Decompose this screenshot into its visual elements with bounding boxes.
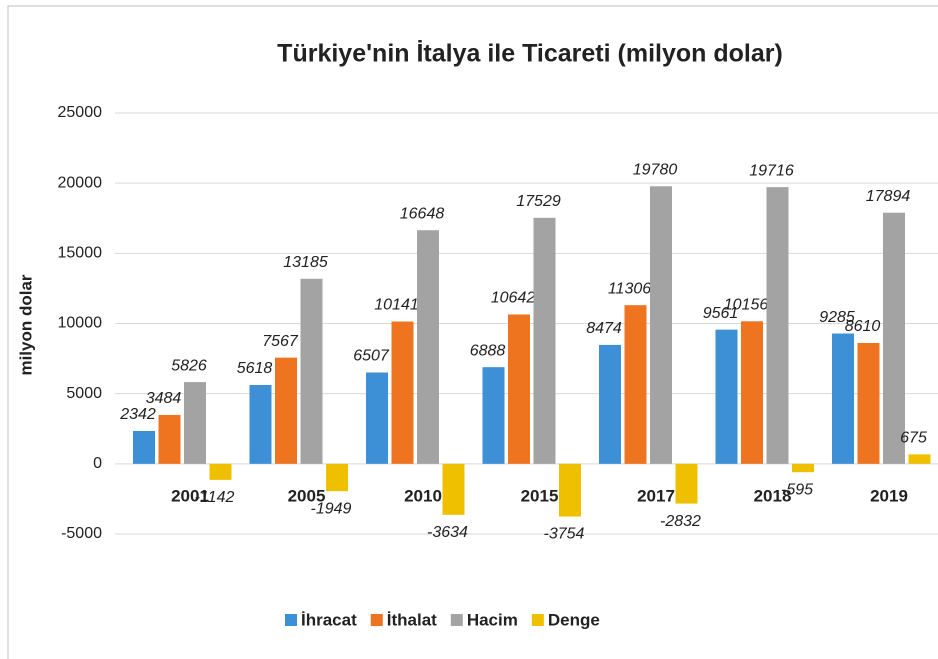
bar	[482, 367, 505, 464]
value-label: -1142	[195, 489, 235, 506]
value-label: 6888	[470, 342, 506, 359]
bar	[249, 384, 272, 464]
bar	[366, 372, 388, 464]
value-label: 16648	[400, 205, 445, 222]
value-label: 675	[900, 430, 927, 447]
legend-label: İthalat	[387, 610, 437, 629]
value-label: 2342	[119, 406, 156, 423]
legend-label: Denge	[548, 610, 600, 629]
legend-swatch	[370, 614, 383, 626]
bar	[766, 187, 789, 464]
value-label: -2832	[660, 513, 701, 530]
x-tick-label: 2015	[521, 486, 559, 505]
value-label: 6507	[353, 348, 390, 365]
legend-label: Hacim	[467, 610, 518, 629]
bar	[158, 414, 181, 464]
x-tick-label: 2017	[637, 486, 675, 505]
bar	[184, 382, 206, 464]
bar	[832, 333, 854, 464]
value-label: 17529	[516, 193, 561, 210]
bar	[624, 305, 647, 464]
value-label: 5826	[171, 357, 207, 374]
bar	[417, 230, 439, 464]
value-label: 19716	[749, 162, 794, 179]
bar	[675, 463, 698, 504]
value-label: -1949	[311, 500, 352, 517]
bar	[533, 217, 556, 464]
y-tick-label: -5000	[61, 525, 102, 542]
bar	[275, 357, 297, 464]
value-label: -3754	[544, 526, 585, 543]
value-label: 10156	[724, 297, 769, 314]
bar	[326, 463, 348, 492]
bar	[908, 454, 931, 464]
value-label: 10141	[374, 297, 419, 314]
value-label: 7567	[262, 333, 299, 350]
chart-title: Türkiye'nin İtalya ile Ticareti (milyon …	[277, 40, 783, 68]
x-tick-label: 2005	[288, 486, 326, 505]
value-label: 11306	[608, 280, 651, 297]
y-axis-label: milyon dolar	[16, 274, 35, 375]
bar	[883, 212, 905, 464]
y-tick-label: 10000	[58, 315, 103, 332]
y-tick-label: 0	[93, 455, 102, 472]
value-label: 8610	[845, 318, 881, 335]
bar	[741, 321, 763, 464]
x-tick-label: 2001	[171, 486, 209, 505]
legend-swatch	[450, 614, 463, 626]
bar	[599, 344, 621, 464]
x-tick-label: 2018	[754, 486, 792, 505]
bar	[442, 463, 465, 515]
value-label: 19780	[633, 161, 678, 178]
value-label: 13185	[283, 254, 328, 271]
value-label: -595	[781, 481, 813, 498]
bar	[792, 463, 814, 473]
y-tick-label: 25000	[58, 104, 103, 121]
legend-label: İhracat	[301, 610, 357, 629]
value-label: 9561	[703, 305, 739, 322]
value-label: 9285	[819, 309, 855, 326]
x-tick-label: 2010	[404, 486, 442, 505]
value-label: 8474	[586, 320, 622, 337]
value-label: 5618	[237, 360, 273, 377]
bar	[559, 463, 581, 517]
bar	[391, 321, 414, 464]
bar	[508, 314, 530, 464]
value-label: -3634	[427, 524, 468, 541]
bar	[715, 329, 738, 464]
legend-swatch	[285, 614, 297, 626]
bar	[133, 430, 155, 464]
y-tick-label: 20000	[58, 174, 103, 191]
y-tick-label: 15000	[58, 245, 103, 262]
value-label: 3484	[146, 390, 182, 407]
bar	[300, 278, 323, 464]
bar	[857, 343, 880, 464]
bar	[650, 186, 672, 464]
chart-frame	[7, 5, 938, 659]
y-tick-label: 5000	[66, 385, 102, 402]
x-tick-label: 2019	[870, 486, 908, 505]
bar	[209, 463, 232, 480]
legend-swatch	[531, 614, 544, 626]
value-label: 17894	[866, 188, 911, 205]
value-label: 10642	[491, 290, 536, 307]
